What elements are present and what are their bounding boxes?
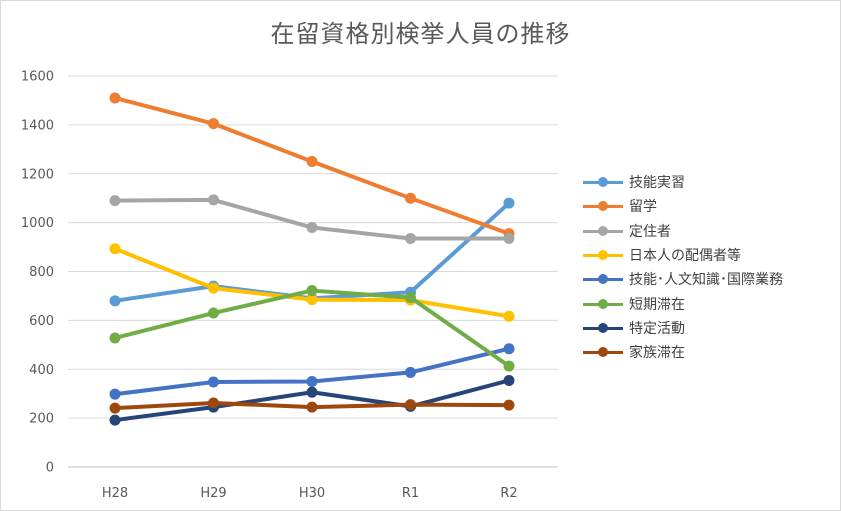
data-point [405, 366, 416, 378]
data-point [306, 156, 318, 168]
legend-label: 技能･人文知識･国際業務 [629, 272, 783, 289]
y-tick-label: 800 [29, 265, 54, 280]
data-point [306, 375, 318, 387]
data-point [405, 399, 416, 411]
data-point [503, 197, 515, 209]
legend-item: 短期滞在 [583, 291, 783, 315]
legend-item: 留学 [583, 194, 783, 218]
data-point [306, 294, 318, 306]
data-point [109, 414, 121, 426]
legend-label: 技能実習 [629, 175, 685, 192]
data-point [503, 310, 515, 322]
legend-label: 定住者 [629, 223, 671, 240]
y-tick-label: 1000 [21, 216, 54, 231]
chart-title: 在留資格別検挙人員の推移 [270, 20, 571, 48]
data-point [405, 292, 416, 304]
legend-label: 留学 [629, 199, 657, 216]
data-point [405, 192, 416, 204]
data-point [109, 402, 121, 414]
data-point [109, 92, 121, 104]
y-tick-label: 200 [29, 412, 54, 427]
y-tick-label: 600 [29, 314, 54, 329]
data-point [503, 343, 515, 355]
legend-swatch [583, 175, 623, 189]
data-point [503, 399, 515, 411]
legend-swatch [583, 224, 623, 238]
legend-item: 技能実習 [583, 170, 783, 194]
legend-label: 短期滞在 [629, 296, 685, 313]
data-point [503, 360, 515, 372]
data-point [208, 282, 219, 294]
data-point [208, 307, 219, 319]
legend-swatch [583, 321, 623, 335]
data-point [208, 194, 219, 206]
legend-item: 日本人の配偶者等 [583, 243, 783, 267]
legend-item: 家族滞在 [583, 340, 783, 364]
legend-swatch [583, 199, 623, 213]
data-point [208, 118, 219, 130]
legend-label: 特定活動 [629, 320, 685, 337]
legend-item: 特定活動 [583, 316, 783, 340]
x-tick-label: H30 [299, 486, 325, 501]
data-point [306, 386, 318, 398]
data-point [208, 397, 219, 409]
y-tick-label: 1600 [21, 70, 54, 85]
y-tick-label: 0 [46, 461, 54, 476]
legend-item: 定住者 [583, 219, 783, 243]
legend-label: 日本人の配偶者等 [629, 248, 741, 265]
x-tick-label: R1 [402, 486, 419, 501]
data-point [109, 243, 121, 255]
data-point [503, 233, 515, 245]
legend-swatch [583, 297, 623, 311]
x-tick-label: R2 [500, 486, 517, 501]
legend-swatch [583, 345, 623, 359]
legend-swatch [583, 248, 623, 262]
data-point [109, 295, 121, 307]
data-point [306, 401, 318, 413]
data-point [109, 195, 121, 207]
legend-label: 家族滞在 [629, 345, 685, 362]
x-tick-label: H28 [102, 486, 128, 501]
legend: 技能実習留学定住者日本人の配偶者等技能･人文知識･国際業務 短期滞在特定活動家族滞… [583, 170, 783, 364]
data-point [306, 222, 318, 234]
data-point [208, 376, 219, 388]
legend-item: 技能･人文知識･国際業務 [583, 267, 783, 291]
data-point [306, 285, 318, 297]
data-point [503, 374, 515, 386]
data-point [109, 388, 121, 400]
y-tick-label: 400 [29, 363, 54, 378]
legend-swatch [583, 272, 623, 286]
y-tick-label: 1200 [21, 167, 54, 182]
y-tick-label: 1400 [21, 118, 54, 133]
data-point [109, 332, 121, 344]
x-tick-label: H29 [200, 486, 226, 501]
data-point [405, 233, 416, 245]
